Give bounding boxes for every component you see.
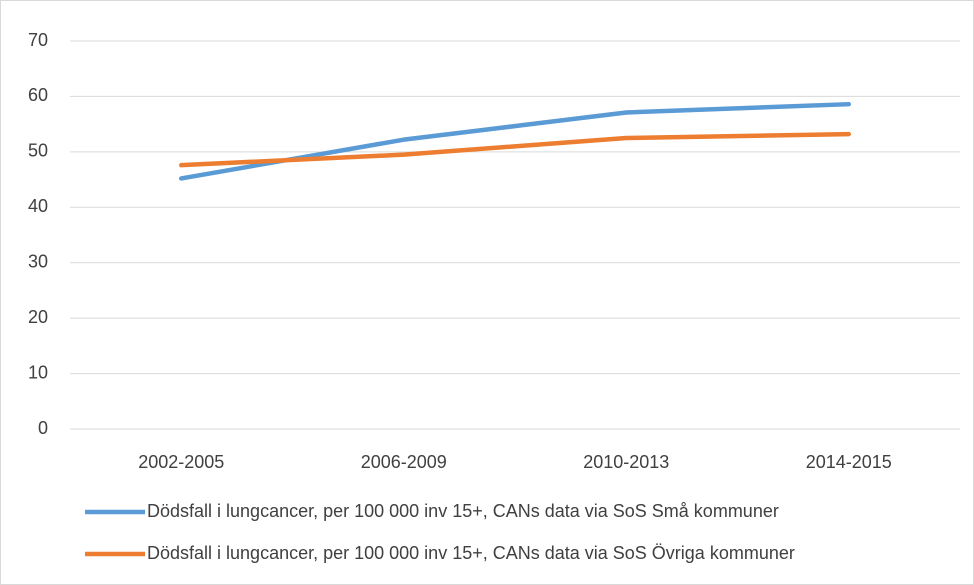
x-tick-label: 2002-2005: [138, 452, 224, 472]
legend-label: Dödsfall i lungcancer, per 100 000 inv 1…: [147, 543, 795, 563]
y-tick-label: 20: [28, 307, 48, 327]
x-tick-label: 2010-2013: [583, 452, 669, 472]
legend-label: Dödsfall i lungcancer, per 100 000 inv 1…: [147, 501, 779, 521]
y-tick-label: 40: [28, 196, 48, 216]
y-tick-label: 60: [28, 85, 48, 105]
y-tick-label: 0: [38, 418, 48, 438]
x-tick-label: 2006-2009: [361, 452, 447, 472]
y-tick-label: 70: [28, 30, 48, 50]
y-tick-label: 50: [28, 141, 48, 161]
x-tick-label: 2014-2015: [806, 452, 892, 472]
y-tick-label: 10: [28, 362, 48, 382]
series-line: [179, 131, 851, 168]
y-tick-label: 30: [28, 251, 48, 271]
